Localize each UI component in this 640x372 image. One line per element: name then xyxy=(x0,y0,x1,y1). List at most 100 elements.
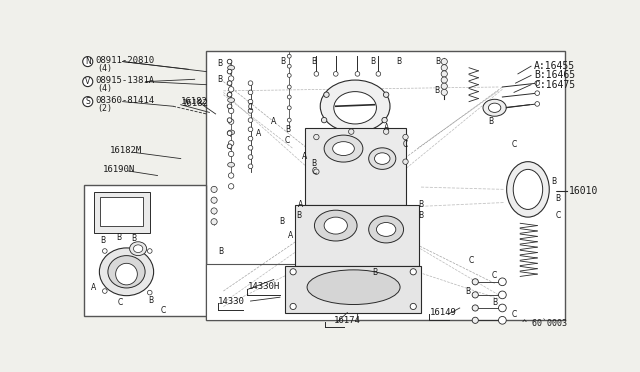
Circle shape xyxy=(441,71,447,77)
Text: A: A xyxy=(271,117,276,126)
Text: A: A xyxy=(255,129,261,138)
Circle shape xyxy=(382,118,387,123)
Circle shape xyxy=(228,151,234,157)
Text: B: B xyxy=(552,177,557,186)
Text: 08915-1381A: 08915-1381A xyxy=(95,76,155,85)
Circle shape xyxy=(355,71,360,76)
Text: 16182: 16182 xyxy=(182,99,209,108)
Text: B: B xyxy=(148,296,154,305)
Text: C: C xyxy=(403,140,408,149)
Text: B: B xyxy=(465,286,470,295)
Circle shape xyxy=(472,317,478,323)
Ellipse shape xyxy=(513,169,543,209)
Ellipse shape xyxy=(333,142,355,155)
Circle shape xyxy=(499,278,506,286)
Circle shape xyxy=(248,81,253,86)
Text: B: B xyxy=(419,211,424,220)
Circle shape xyxy=(211,186,217,192)
Circle shape xyxy=(228,87,234,92)
Text: B: B xyxy=(372,268,377,277)
Ellipse shape xyxy=(483,99,506,116)
Circle shape xyxy=(287,106,291,110)
Circle shape xyxy=(535,81,540,86)
Circle shape xyxy=(248,155,253,159)
Circle shape xyxy=(228,119,234,124)
Ellipse shape xyxy=(134,245,143,253)
Circle shape xyxy=(228,173,234,178)
Circle shape xyxy=(248,118,253,122)
Text: A: A xyxy=(302,152,307,161)
Ellipse shape xyxy=(228,163,235,167)
Text: B: B xyxy=(434,86,439,95)
Circle shape xyxy=(314,71,319,76)
Circle shape xyxy=(227,144,232,148)
Text: (2): (2) xyxy=(97,104,112,113)
Circle shape xyxy=(248,164,253,169)
Text: A: A xyxy=(92,283,97,292)
Text: 16149: 16149 xyxy=(430,308,457,317)
Circle shape xyxy=(248,136,253,141)
Text: B: B xyxy=(280,57,285,66)
Circle shape xyxy=(248,127,253,132)
Text: B: B xyxy=(279,217,284,226)
Circle shape xyxy=(147,249,152,253)
Ellipse shape xyxy=(334,92,376,124)
Ellipse shape xyxy=(108,256,145,288)
Text: ^ 60`0003: ^ 60`0003 xyxy=(522,319,566,328)
Ellipse shape xyxy=(488,103,501,112)
Circle shape xyxy=(499,317,506,324)
Bar xyxy=(305,128,406,205)
Circle shape xyxy=(410,269,417,275)
Circle shape xyxy=(383,92,389,97)
Circle shape xyxy=(472,305,478,311)
Circle shape xyxy=(228,141,234,146)
Text: B: B xyxy=(132,234,137,243)
Ellipse shape xyxy=(314,210,357,241)
Circle shape xyxy=(83,57,93,67)
Ellipse shape xyxy=(228,98,235,102)
Circle shape xyxy=(376,71,381,76)
Text: 16010: 16010 xyxy=(569,186,598,196)
Text: B: B xyxy=(285,125,291,134)
Text: S: S xyxy=(85,97,90,106)
Text: 16190N: 16190N xyxy=(103,165,136,174)
Circle shape xyxy=(102,249,107,253)
Circle shape xyxy=(287,85,291,89)
Circle shape xyxy=(287,54,291,58)
Bar xyxy=(206,264,358,320)
Circle shape xyxy=(228,76,234,81)
Circle shape xyxy=(287,118,291,122)
Circle shape xyxy=(403,134,408,140)
Circle shape xyxy=(441,65,447,71)
Text: V: V xyxy=(85,77,90,86)
Ellipse shape xyxy=(376,222,396,236)
Bar xyxy=(285,266,421,312)
Circle shape xyxy=(83,97,93,107)
Circle shape xyxy=(227,118,232,122)
Text: B: B xyxy=(397,57,402,66)
Text: C: C xyxy=(118,298,123,307)
Bar xyxy=(100,197,143,226)
Text: (4): (4) xyxy=(97,64,112,73)
Circle shape xyxy=(290,303,296,310)
Circle shape xyxy=(147,290,152,295)
Text: B: B xyxy=(296,211,301,220)
Ellipse shape xyxy=(320,80,390,132)
Text: B:16465: B:16465 xyxy=(534,70,575,80)
Ellipse shape xyxy=(116,263,138,285)
Text: B: B xyxy=(435,57,440,66)
Ellipse shape xyxy=(374,153,390,164)
Circle shape xyxy=(227,131,232,135)
Circle shape xyxy=(403,159,408,164)
Text: C: C xyxy=(248,103,253,112)
Text: 14330: 14330 xyxy=(218,296,245,305)
Text: B: B xyxy=(419,200,424,209)
Circle shape xyxy=(499,291,506,299)
Circle shape xyxy=(314,169,319,174)
Text: B: B xyxy=(116,232,122,242)
Circle shape xyxy=(248,145,253,150)
Text: C: C xyxy=(556,211,561,220)
Text: B: B xyxy=(217,60,222,68)
Ellipse shape xyxy=(99,248,154,296)
Circle shape xyxy=(441,89,447,96)
